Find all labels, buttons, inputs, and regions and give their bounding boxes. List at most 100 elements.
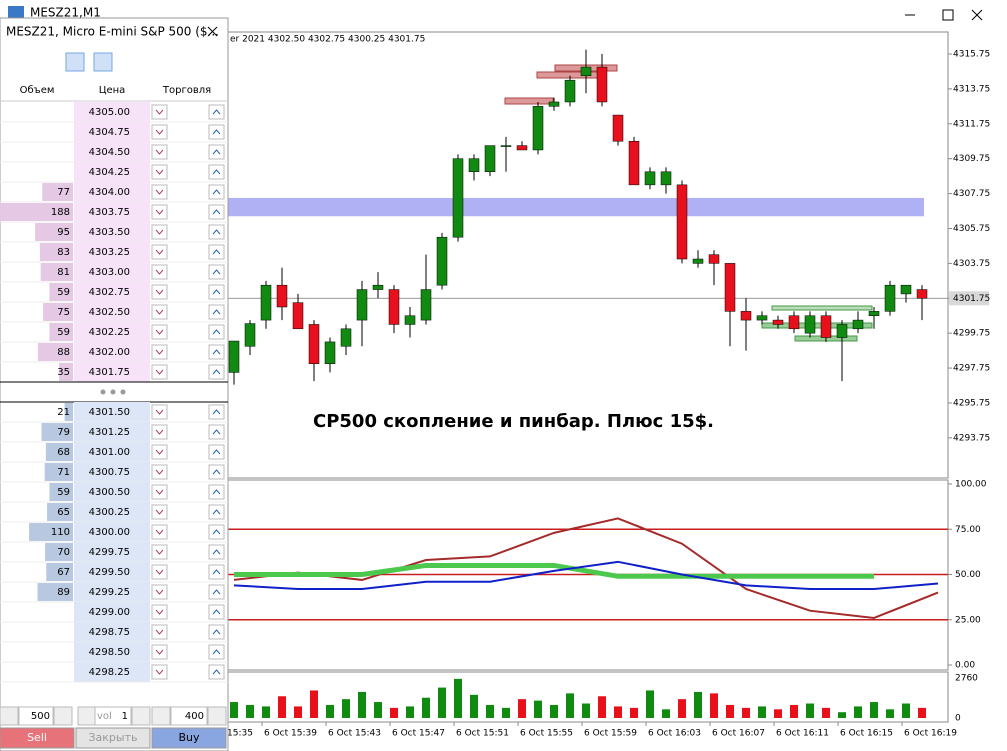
sell-limit-button[interactable]	[151, 504, 168, 520]
sell-limit-button[interactable]	[151, 324, 168, 340]
sell-limit-button[interactable]	[151, 104, 168, 120]
sell-limit-button[interactable]	[151, 284, 168, 300]
spin-button[interactable]	[207, 706, 227, 726]
spin-button[interactable]	[151, 706, 171, 726]
sell-limit-button[interactable]	[151, 464, 168, 480]
sell-limit-button[interactable]	[151, 304, 168, 320]
sell-limit-button[interactable]	[151, 444, 168, 460]
y-tick-label: 4313.75	[953, 84, 990, 94]
spin-button[interactable]	[53, 706, 73, 726]
buy-limit-button[interactable]	[208, 464, 225, 480]
buy-limit-button[interactable]	[208, 104, 225, 120]
buy-limit-button[interactable]	[208, 244, 225, 260]
buy-limit-button[interactable]	[208, 644, 225, 660]
sell-limit-button[interactable]	[151, 544, 168, 560]
sell-limit-button[interactable]	[151, 624, 168, 640]
candle-body	[612, 114, 624, 142]
dom-volume: 21	[57, 407, 70, 418]
buy-limit-button[interactable]	[208, 524, 225, 540]
sell-limit-button[interactable]	[151, 484, 168, 500]
sell-limit-button[interactable]	[151, 664, 168, 680]
spin-button[interactable]	[131, 706, 151, 726]
buy-limit-button[interactable]	[208, 124, 225, 140]
price-cell	[74, 102, 150, 122]
toolbar-button[interactable]	[65, 52, 85, 72]
sell-limit-button[interactable]	[151, 364, 168, 380]
maximize-button[interactable]	[942, 9, 954, 21]
close-button[interactable]	[75, 727, 151, 749]
buy-limit-button[interactable]	[208, 224, 225, 240]
sell-limit-button[interactable]	[151, 204, 168, 220]
buy-limit-button[interactable]	[208, 604, 225, 620]
buy-limit-button[interactable]	[208, 624, 225, 640]
volume-depth-bar	[45, 543, 73, 561]
sell-limit-button[interactable]	[151, 124, 168, 140]
sell-limit-button[interactable]	[151, 644, 168, 660]
buy-limit-button[interactable]	[208, 344, 225, 360]
candle-body	[308, 324, 320, 364]
buy-limit-button[interactable]	[208, 664, 225, 680]
price-cell	[74, 582, 150, 602]
buy-limit-button[interactable]	[208, 284, 225, 300]
sell-limit-button[interactable]	[151, 144, 168, 160]
volume-bar	[710, 693, 718, 718]
dom-volume: 59	[57, 327, 70, 338]
buy-limit-button[interactable]	[208, 544, 225, 560]
spin-button[interactable]	[0, 706, 19, 726]
buy-limit-button[interactable]	[208, 184, 225, 200]
sell-limit-button[interactable]	[151, 404, 168, 420]
buy-limit-button[interactable]	[208, 564, 225, 580]
buy-limit-button[interactable]	[208, 424, 225, 440]
spin-button[interactable]	[77, 706, 97, 726]
toolbar-button[interactable]	[6, 53, 24, 71]
buy-limit-button[interactable]	[208, 444, 225, 460]
price-cell	[74, 662, 150, 682]
price-cell	[74, 302, 150, 322]
dom-close[interactable]	[207, 26, 218, 37]
buy-limit-button[interactable]	[208, 364, 225, 380]
sell-limit-button[interactable]	[151, 164, 168, 180]
chevron	[212, 249, 221, 255]
sell-limit-button[interactable]	[151, 184, 168, 200]
buy-limit-button[interactable]	[208, 504, 225, 520]
buy-limit-button[interactable]	[208, 204, 225, 220]
level-box	[504, 97, 554, 105]
volume-depth-bar	[37, 583, 73, 601]
buy-limit-button[interactable]	[208, 164, 225, 180]
chevron	[155, 409, 164, 415]
candle-body	[276, 284, 288, 308]
chevron	[212, 469, 221, 475]
candle-body	[436, 236, 448, 286]
buy-limit-button[interactable]	[208, 304, 225, 320]
toolbar-button[interactable]	[32, 53, 50, 71]
sell-limit-button[interactable]	[151, 424, 168, 440]
chevron	[155, 129, 164, 135]
buy-limit-button[interactable]	[208, 144, 225, 160]
toolbar-button[interactable]	[122, 53, 140, 71]
sell-limit-button[interactable]	[151, 244, 168, 260]
sell-button[interactable]	[0, 727, 75, 749]
sell-limit-button[interactable]	[151, 524, 168, 540]
sell-limit-button[interactable]	[151, 584, 168, 600]
sell-limit-button[interactable]	[151, 224, 168, 240]
lot-input[interactable]	[170, 706, 208, 726]
buy-limit-button[interactable]	[208, 584, 225, 600]
chevron	[155, 329, 164, 335]
dom-volume: 70	[57, 547, 70, 558]
volume-bar	[294, 706, 302, 718]
vol-value: 1	[122, 711, 128, 722]
sell-limit-button[interactable]	[151, 604, 168, 620]
buy-limit-button[interactable]	[208, 264, 225, 280]
lot-input[interactable]	[18, 706, 54, 726]
vol-input[interactable]	[94, 706, 132, 726]
volume-depth-bar	[59, 363, 73, 381]
buy-limit-button[interactable]	[208, 324, 225, 340]
buy-limit-button[interactable]	[208, 484, 225, 500]
sell-limit-button[interactable]	[151, 564, 168, 580]
sell-limit-button[interactable]	[151, 344, 168, 360]
toolbar-button[interactable]	[93, 52, 113, 72]
buy-limit-button[interactable]	[208, 404, 225, 420]
sell-limit-button[interactable]	[151, 264, 168, 280]
buy-button[interactable]	[151, 727, 227, 749]
close-window-button[interactable]	[971, 9, 983, 21]
